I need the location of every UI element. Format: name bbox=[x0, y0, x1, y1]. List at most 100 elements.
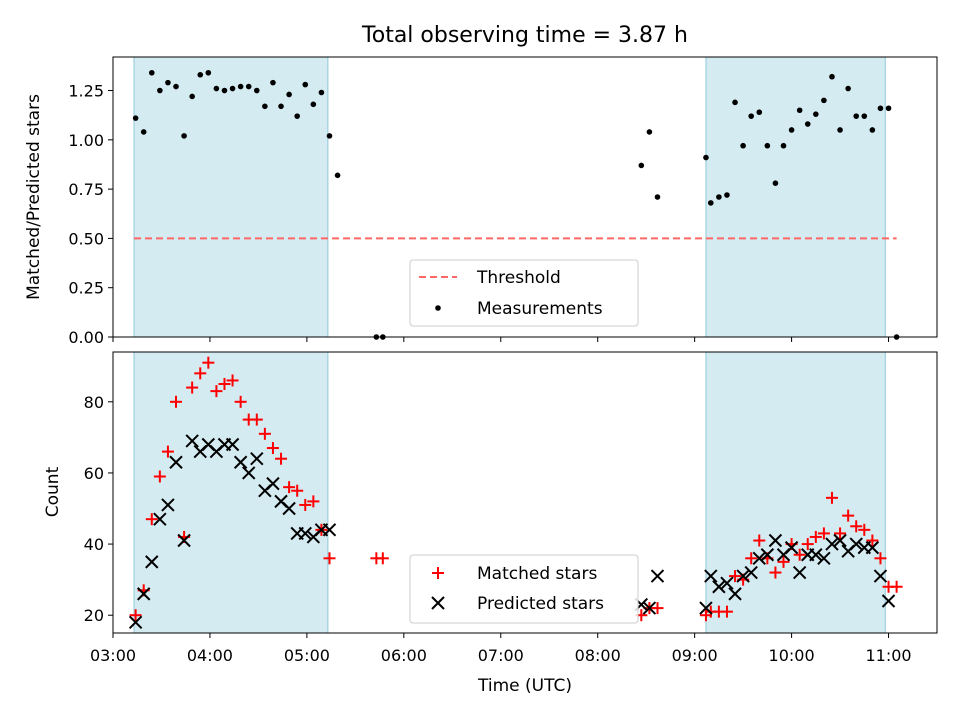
measurement-point bbox=[189, 93, 195, 100]
measurement-point bbox=[270, 79, 276, 86]
predicted-star-point bbox=[233, 455, 248, 469]
time-x-tick-label: 09:00 bbox=[672, 646, 718, 665]
predicted-star-point bbox=[322, 523, 337, 537]
matched-star-point bbox=[307, 495, 320, 508]
measurement-point bbox=[853, 113, 860, 119]
measurement-point bbox=[221, 87, 228, 94]
matched-star-point bbox=[866, 534, 879, 547]
matched-star-point bbox=[817, 527, 830, 540]
predicted-star-point bbox=[128, 615, 143, 630]
matched-star-point bbox=[801, 538, 814, 551]
measurement-point bbox=[229, 85, 236, 92]
matched-star-point bbox=[153, 470, 166, 483]
predicted-star-point bbox=[650, 569, 665, 583]
count-plot-frame bbox=[112, 351, 938, 634]
predicted-star-point bbox=[242, 466, 256, 480]
measurement-point bbox=[286, 91, 292, 98]
measurement-point bbox=[796, 107, 803, 114]
matched-star-point bbox=[283, 481, 296, 494]
count-y-axis-ticks: 20 40 60 80 bbox=[84, 393, 113, 625]
matched-star-point bbox=[194, 367, 207, 380]
measurement-point bbox=[703, 154, 709, 161]
measurement-point bbox=[861, 113, 868, 119]
predicted-star-point bbox=[833, 533, 847, 548]
matched-star-point bbox=[793, 548, 806, 561]
matched-star-point bbox=[258, 427, 271, 440]
matched-star-point bbox=[720, 605, 733, 618]
predicted-star-point bbox=[881, 594, 896, 608]
measurement-point bbox=[213, 85, 220, 92]
predicted-star-point bbox=[752, 551, 766, 566]
matched-star-point bbox=[850, 520, 863, 533]
measurements-legend-swatch bbox=[435, 305, 441, 311]
matched-star-point bbox=[376, 552, 389, 565]
predicted-star-point bbox=[699, 601, 713, 615]
predicted-star-point bbox=[177, 533, 191, 548]
matched-star-point bbox=[275, 452, 288, 465]
predicted-star-point bbox=[225, 437, 240, 452]
measurement-point bbox=[245, 83, 252, 90]
predicted-stars-legend-label: Predicted stars bbox=[477, 594, 604, 614]
matched-star-point bbox=[777, 555, 790, 568]
predicted-star-point bbox=[704, 569, 718, 583]
predicted-star-point bbox=[250, 452, 264, 466]
measurement-point bbox=[821, 97, 827, 104]
measurement-point bbox=[253, 87, 260, 94]
predicted-star-point bbox=[712, 580, 726, 594]
ratio-plot-frame bbox=[112, 56, 938, 338]
measurement-point bbox=[732, 99, 738, 106]
predicted-star-point bbox=[720, 576, 734, 590]
measurement-point bbox=[837, 127, 843, 133]
measurement-point bbox=[310, 101, 317, 108]
measurement-point bbox=[654, 194, 661, 200]
measurement-point bbox=[318, 89, 325, 96]
count-legend: Matched stars Predicted stars bbox=[409, 554, 639, 624]
measurement-point bbox=[869, 127, 876, 133]
matched-star-point bbox=[218, 378, 231, 391]
predicted-star-point bbox=[266, 476, 280, 491]
measurement-point bbox=[205, 69, 212, 76]
matched-star-point bbox=[745, 552, 758, 565]
ratio-y-axis-ticks: 0.00 0.25 0.50 0.75 1.00 1.25 bbox=[68, 82, 113, 347]
count-y-axis-label: Count bbox=[43, 466, 63, 517]
matched-star-point bbox=[170, 395, 183, 408]
measurement-point bbox=[157, 87, 163, 94]
measurement-point bbox=[756, 109, 763, 116]
time-x-axis-ticks: 03:00 04:00 05:00 06:00 07:00 08:00 09:00 10:00… bbox=[90, 633, 912, 665]
predicted-star-point bbox=[825, 537, 839, 551]
matched-star-point bbox=[890, 580, 903, 593]
measurements-legend-label: Measurements bbox=[477, 299, 603, 319]
matched-star-point bbox=[874, 552, 887, 565]
predicted-star-point bbox=[873, 569, 888, 583]
shaded-span-1 bbox=[133, 56, 329, 338]
predicted-star-point bbox=[136, 587, 151, 601]
ratio-y-tick-label: 0.75 bbox=[68, 180, 104, 199]
matched-star-point bbox=[299, 498, 312, 511]
matched-star-point bbox=[651, 602, 664, 615]
predicted-star-point bbox=[161, 498, 175, 512]
time-x-axis-label: Time (UTC) bbox=[477, 676, 572, 696]
measurement-point bbox=[829, 73, 835, 80]
matched-star-point bbox=[729, 570, 742, 583]
ratio-y-tick-label: 0.00 bbox=[68, 328, 104, 347]
measurement-points bbox=[132, 69, 900, 340]
threshold-legend-label: Threshold bbox=[476, 268, 561, 288]
ratio-y-axis-label: Matched/Predicted stars bbox=[24, 94, 44, 300]
matched-star-point bbox=[210, 385, 223, 398]
predicted-stars-legend-swatch bbox=[431, 596, 445, 610]
ratio-legend-box bbox=[409, 259, 639, 327]
predicted-star-point bbox=[642, 601, 657, 615]
time-x-tick-label: 08:00 bbox=[575, 646, 621, 665]
measurement-point bbox=[813, 111, 819, 117]
measurement-point bbox=[772, 180, 779, 186]
matched-star-point bbox=[226, 374, 239, 387]
matched-stars-legend-swatch bbox=[432, 567, 444, 579]
matched-star-point bbox=[825, 491, 838, 504]
predicted-star-point bbox=[792, 565, 807, 580]
measurement-point bbox=[302, 81, 309, 88]
measurement-point bbox=[716, 194, 722, 200]
measurement-point bbox=[148, 69, 155, 76]
predicted-star-point bbox=[298, 526, 312, 541]
matched-star-point bbox=[291, 484, 304, 497]
matched-star-point bbox=[234, 395, 247, 408]
